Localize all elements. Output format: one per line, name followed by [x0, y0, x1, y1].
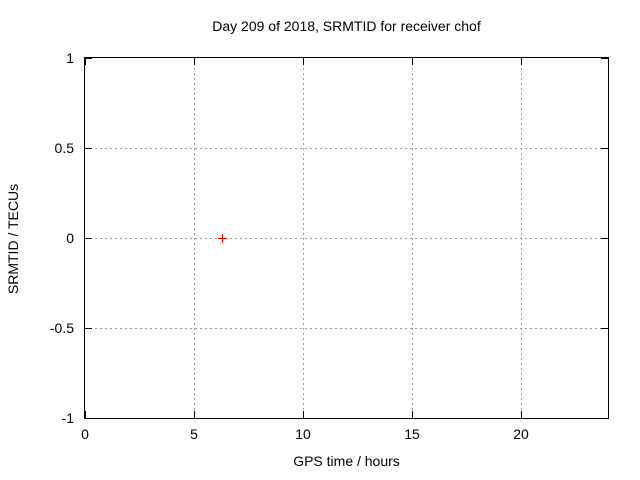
y-tick-mark	[85, 238, 92, 239]
y-tick-label: 0.5	[54, 140, 74, 156]
y-gridline	[85, 238, 608, 239]
y-tick-label: 1	[66, 50, 74, 66]
x-tick-mark	[521, 411, 522, 418]
x-tick-mark	[85, 58, 86, 65]
y-tick-mark	[601, 148, 608, 149]
y-tick-label: 0	[66, 230, 74, 246]
y-gridline	[85, 148, 608, 149]
x-tick-mark	[194, 411, 195, 418]
x-tick-mark	[194, 58, 195, 65]
data-point-marker	[218, 234, 227, 243]
chart-title: Day 209 of 2018, SRMTID for receiver cho…	[212, 18, 481, 34]
x-tick-label: 5	[190, 426, 198, 442]
y-tick-mark	[85, 328, 92, 329]
x-axis-label: GPS time / hours	[293, 453, 400, 469]
x-tick-mark	[412, 411, 413, 418]
plot-area	[84, 57, 609, 419]
y-tick-mark	[601, 238, 608, 239]
x-tick-mark	[521, 58, 522, 65]
y-tick-mark	[601, 58, 608, 59]
y-axis-label: SRMTID / TECUs	[5, 183, 21, 295]
x-tick-mark	[412, 58, 413, 65]
y-tick-mark	[601, 418, 608, 419]
y-tick-mark	[601, 328, 608, 329]
x-tick-mark	[85, 411, 86, 418]
x-tick-mark	[303, 58, 304, 65]
y-tick-mark	[85, 58, 92, 59]
y-tick-label: -0.5	[49, 320, 74, 336]
x-tick-label: 0	[81, 426, 89, 442]
y-tick-mark	[85, 418, 92, 419]
x-tick-mark	[303, 411, 304, 418]
x-tick-label: 15	[404, 426, 420, 442]
x-tick-label: 20	[513, 426, 529, 442]
y-gridline	[85, 328, 608, 329]
y-tick-label: -1	[61, 410, 74, 426]
y-tick-mark	[85, 148, 92, 149]
x-tick-label: 10	[295, 426, 311, 442]
